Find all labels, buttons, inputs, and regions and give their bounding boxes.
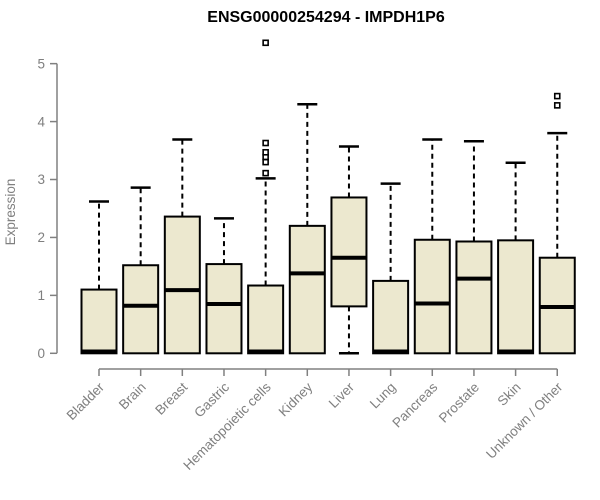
outlier-hematopoietic-cells	[262, 39, 269, 47]
box-liver	[330, 196, 368, 308]
outlier-unknown-other	[553, 102, 561, 109]
box-kidney	[288, 224, 326, 355]
x-tick-label-pancreas: Pancreas	[389, 379, 440, 430]
outlier-hematopoietic-cells	[262, 139, 269, 147]
outlier-hematopoietic-cells	[262, 158, 269, 166]
box-prostate	[455, 240, 493, 355]
x-tick-label-breast: Breast	[152, 379, 190, 417]
y-tick-label-4: 4	[37, 114, 45, 129]
y-tick-label-5: 5	[37, 56, 45, 71]
chart-title: ENSG00000254294 - IMPDH1P6	[207, 9, 445, 26]
box-brain	[122, 264, 160, 355]
x-tick-label-prostate: Prostate	[436, 380, 482, 426]
box-lung	[372, 279, 410, 355]
outlier-hematopoietic-cells	[262, 148, 269, 156]
x-tick-label-liver: Liver	[326, 379, 358, 411]
outlier-unknown-other	[553, 92, 561, 100]
box-skin	[497, 239, 535, 355]
x-tick-label-kidney: Kidney	[276, 379, 316, 419]
y-tick-label-2: 2	[37, 230, 45, 245]
x-tick-label-skin: Skin	[495, 380, 524, 409]
box-pancreas	[413, 238, 451, 355]
y-tick-label-1: 1	[37, 288, 45, 303]
y-axis-label: Expression	[3, 179, 18, 246]
y-axis: 0 1 2 3 4 5	[37, 56, 58, 361]
x-tick-label-lung: Lung	[367, 380, 399, 412]
box-breast	[163, 215, 201, 355]
x-tick-label-brain: Brain	[116, 380, 149, 413]
box-bladder	[80, 288, 118, 355]
x-tick-label-unknown-other: Unknown / Other	[483, 379, 566, 462]
y-tick-label-0: 0	[37, 346, 45, 361]
box-series	[80, 39, 576, 355]
box-gastric	[205, 263, 243, 355]
outlier-hematopoietic-cells	[262, 169, 269, 177]
x-tick-label-gastric: Gastric	[191, 379, 232, 420]
x-tick-label-bladder: Bladder	[64, 379, 108, 423]
y-tick-label-3: 3	[37, 172, 45, 187]
box-hematopoietic-cells	[247, 284, 285, 355]
